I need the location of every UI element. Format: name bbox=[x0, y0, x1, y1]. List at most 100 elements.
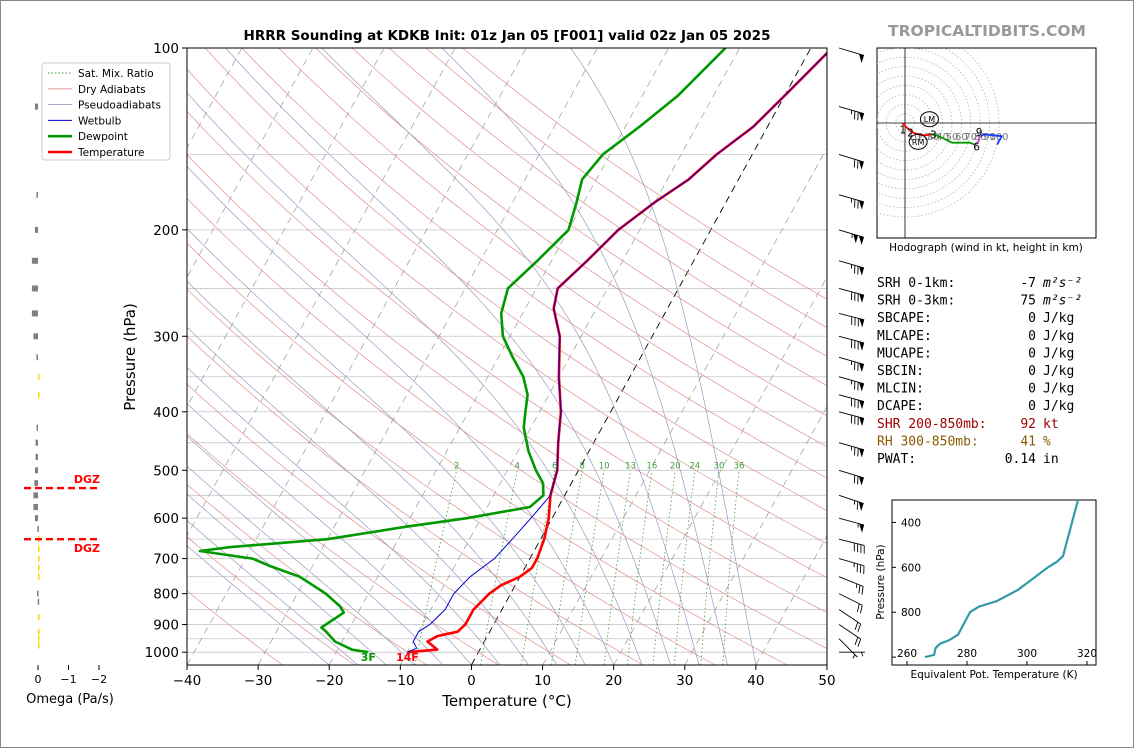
omega-bar bbox=[33, 492, 38, 499]
mixing-ratio-line bbox=[414, 470, 457, 665]
mixing-ratio-line bbox=[603, 470, 631, 665]
y-tick-label: 500 bbox=[153, 463, 179, 479]
stat-value: 0 bbox=[1028, 399, 1036, 414]
y-tick-label: 900 bbox=[153, 618, 179, 634]
y-tick-label: 400 bbox=[153, 405, 179, 421]
hodograph-frame bbox=[876, 47, 1097, 239]
mixing-ratio-line bbox=[551, 470, 583, 665]
omega-bar bbox=[34, 480, 38, 487]
omega-bar bbox=[33, 503, 38, 510]
mixing-ratio-line bbox=[722, 470, 740, 665]
isotherm-line bbox=[187, 48, 385, 408]
x-tick-label: 10 bbox=[534, 673, 551, 689]
stat-unit: J/kg bbox=[1043, 346, 1074, 361]
mixing-ratio-label: 20 bbox=[670, 461, 681, 471]
hodograph-trace-0-1km bbox=[901, 122, 909, 130]
omega-bar bbox=[38, 555, 40, 562]
stat-unit: m²s⁻² bbox=[1042, 294, 1082, 309]
legend-entry: Dry Adiabats bbox=[78, 84, 146, 96]
wind-barb-pennant bbox=[858, 160, 864, 170]
skewt-y-axis-label: Pressure (hPa) bbox=[121, 303, 139, 411]
stat-label: SBCAPE: bbox=[877, 311, 932, 326]
omega-bar bbox=[34, 515, 38, 522]
wind-barb bbox=[838, 494, 864, 512]
skewt-plot-frame bbox=[186, 47, 828, 666]
stat-value: 75 bbox=[1020, 294, 1036, 309]
wind-barb-pennant bbox=[859, 318, 865, 328]
wind-barb-pennant bbox=[859, 400, 865, 410]
wind-barb bbox=[838, 411, 865, 427]
omega-bar bbox=[37, 525, 39, 532]
dewpoint-profile-line bbox=[198, 48, 727, 654]
hodograph-height-label: 1 bbox=[899, 125, 906, 137]
dry-adiabat-line bbox=[187, 383, 571, 665]
stat-unit: J/kg bbox=[1043, 382, 1074, 397]
omega-tick-label: −1 bbox=[60, 673, 76, 686]
wind-barb bbox=[838, 593, 863, 614]
storm-motion-lm-marker bbox=[919, 111, 939, 128]
chart-title: HRRR Sounding at KDKB Init: 01z Jan 05 [… bbox=[244, 28, 771, 44]
stat-value: 41 bbox=[1020, 434, 1036, 449]
stat-unit: J/kg bbox=[1043, 311, 1074, 326]
mixing-ratio-label: 4 bbox=[514, 461, 519, 471]
wetbulb-profile-line bbox=[407, 52, 827, 653]
wind-barb bbox=[838, 576, 864, 595]
wind-barb-staff bbox=[838, 469, 864, 479]
hodograph-trace-3-6km bbox=[931, 133, 975, 146]
hodograph-trace-6-9km bbox=[974, 135, 982, 146]
omega-bar bbox=[38, 628, 40, 635]
wind-barb-pennant bbox=[859, 448, 864, 458]
hodograph-ring-label: 30 bbox=[927, 132, 940, 143]
omega-bar bbox=[38, 614, 40, 621]
x-tick-label: 40 bbox=[747, 673, 764, 689]
wind-barb-flag bbox=[854, 636, 859, 646]
legend-entry: Sat. Mix. Ratio bbox=[78, 68, 154, 80]
omega-bar bbox=[36, 424, 38, 431]
stat-value: 0 bbox=[1028, 346, 1036, 361]
wind-barb bbox=[838, 229, 865, 246]
wind-barb-staff bbox=[838, 411, 865, 419]
pseudoadiabat-line bbox=[187, 367, 501, 665]
hodograph-ring-label: 50 bbox=[946, 132, 959, 143]
stat-unit: % bbox=[1043, 434, 1051, 449]
wind-barb bbox=[838, 153, 864, 170]
x-tick-label: 0 bbox=[467, 673, 476, 689]
theta-e-y-axis-label: Pressure (hPa) bbox=[875, 544, 887, 619]
dry-adiabat-line bbox=[187, 536, 355, 665]
hodograph-ring-label: 20 bbox=[917, 132, 930, 143]
omega-bar bbox=[34, 103, 38, 110]
wind-barb-pennant bbox=[859, 382, 864, 392]
dry-adiabat-line bbox=[187, 335, 644, 665]
omega-bar bbox=[38, 642, 40, 649]
isotherm-line bbox=[542, 147, 827, 665]
wind-barb-flag bbox=[857, 623, 862, 632]
stat-unit: J/kg bbox=[1043, 364, 1074, 379]
omega-panel: 0 −1 −2 DGZ DGZ bbox=[24, 103, 107, 686]
y-tick-label: 100 bbox=[153, 41, 179, 57]
stat-label: SHR 200-850mb: bbox=[877, 417, 987, 432]
pseudoadiabat-line bbox=[187, 227, 586, 665]
theta-e-x-tick-label: 260 bbox=[897, 648, 917, 660]
hodograph-ring-label: 100 bbox=[989, 132, 1008, 143]
stat-value: 0 bbox=[1028, 329, 1036, 344]
wind-barb-staff bbox=[838, 609, 861, 625]
stat-label: SRH 0-1km: bbox=[877, 276, 955, 291]
hodograph-trace-9-12km bbox=[980, 133, 1003, 146]
stat-label: DCAPE: bbox=[877, 399, 924, 414]
mixing-ratio-line bbox=[627, 470, 653, 665]
omega-bar bbox=[38, 373, 40, 380]
omega-bar bbox=[36, 354, 38, 361]
wind-barb bbox=[838, 442, 865, 458]
omega-bar bbox=[37, 598, 40, 605]
dry-adiabat-line bbox=[187, 242, 788, 665]
wind-barb-flag bbox=[861, 586, 864, 595]
hodograph-height-label: 3 bbox=[930, 129, 937, 141]
isotherm-line bbox=[328, 48, 669, 665]
wind-barb-flag bbox=[856, 501, 859, 510]
dry-adiabat-line bbox=[425, 48, 827, 328]
wind-barb-flag bbox=[858, 585, 861, 594]
stat-unit: J/kg bbox=[1043, 399, 1074, 414]
stat-value: 0.14 bbox=[1005, 452, 1036, 467]
wind-barb-pennant bbox=[859, 235, 864, 246]
stat-unit: kt bbox=[1043, 417, 1059, 432]
